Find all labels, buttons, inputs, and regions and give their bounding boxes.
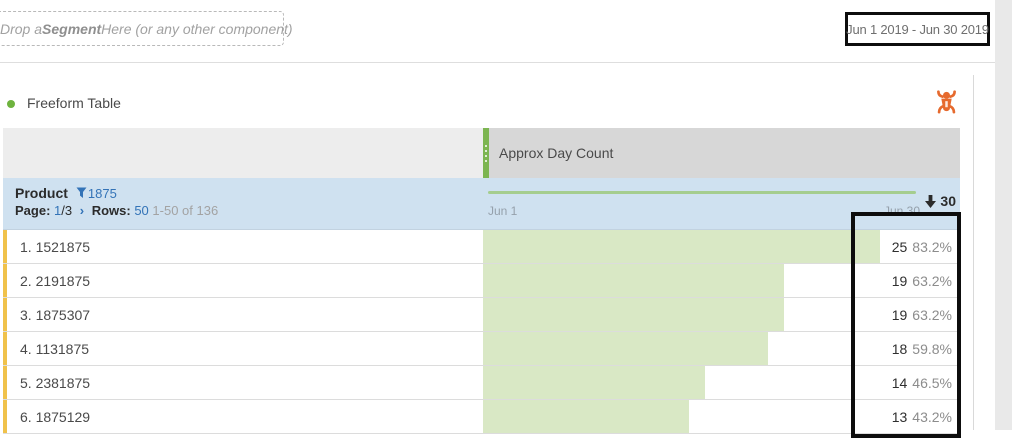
- freeform-table: Approx Day Count Product 1875 Page: 1/3 ›…: [3, 128, 960, 434]
- metric-cell[interactable]: 19 63.2%: [483, 298, 960, 331]
- date-range-picker[interactable]: Jun 1 2019 - Jun 30 2019: [846, 21, 989, 37]
- table-row: 5. 2381875 14 46.5%: [3, 366, 960, 400]
- page-total: /3: [61, 203, 73, 218]
- dimension-name[interactable]: Product: [15, 185, 68, 201]
- metric-header-label: Approx Day Count: [499, 145, 614, 161]
- axis-label-start: Jun 1: [488, 204, 518, 218]
- metric-count: 19: [891, 272, 908, 289]
- metric-bar: [483, 332, 769, 365]
- metric-bar: [483, 298, 785, 331]
- metric-cell[interactable]: 18 59.8%: [483, 332, 960, 365]
- dimension-cell[interactable]: 6. 1875129: [3, 400, 483, 433]
- row-label: 6. 1875129: [20, 408, 91, 425]
- sort-control[interactable]: 30: [925, 193, 956, 209]
- dimension-header-band: Product 1875 Page: 1/3 › Rows: 50 1-50 of…: [3, 178, 960, 230]
- page-current[interactable]: 1: [54, 203, 62, 218]
- rows-label: Rows:: [91, 203, 131, 218]
- arrow-down-icon: [925, 194, 937, 208]
- next-page-chevron-icon[interactable]: ›: [79, 203, 85, 218]
- page-background-strip: [995, 0, 1012, 430]
- table-row: 3. 1875307 19 63.2%: [3, 298, 960, 332]
- metric-percent: 59.8%: [912, 340, 952, 357]
- metric-cell[interactable]: 14 46.5%: [483, 366, 960, 399]
- metric-cell[interactable]: 19 63.2%: [483, 264, 960, 297]
- trend-sparkline: [488, 191, 916, 194]
- sort-value: 30: [940, 193, 956, 209]
- table-row: 1. 1521875 25 83.2%: [3, 230, 960, 264]
- freeform-table-panel: Freeform Table Approx Day Count: [0, 75, 974, 434]
- metric-bar: [483, 230, 880, 263]
- metric-percent: 43.2%: [912, 408, 952, 425]
- row-range: 1-50 of 136: [152, 203, 219, 218]
- row-label: 4. 1131875: [20, 340, 90, 357]
- metric-bar: [483, 400, 690, 433]
- panel-title: Freeform Table: [27, 95, 121, 111]
- column-drag-handle-icon[interactable]: [483, 128, 489, 178]
- header-divider: [0, 62, 995, 63]
- annotation-date-range-box: Jun 1 2019 - Jun 30 2019: [845, 12, 990, 46]
- viz-status-dot-icon: [7, 100, 15, 108]
- metric-bar: [483, 264, 785, 297]
- dropzone-text-component: Segment: [42, 20, 102, 37]
- metric-bar: [483, 366, 705, 399]
- dimension-cell[interactable]: 2. 2191875: [3, 264, 483, 297]
- table-header-row: Approx Day Count: [3, 128, 960, 178]
- segment-dropzone[interactable]: Drop a Segment Here (or any other compon…: [0, 11, 293, 46]
- dimension-cell[interactable]: 1. 1521875: [3, 230, 483, 263]
- row-label: 5. 2381875: [20, 374, 91, 391]
- page-label: Page:: [15, 203, 51, 218]
- metric-percent: 63.2%: [912, 306, 952, 323]
- row-label: 1. 1521875: [20, 238, 91, 255]
- dropzone-text-suffix: Here (or any other component): [101, 20, 293, 37]
- table-row: 4. 1131875 18 59.8%: [3, 332, 960, 366]
- row-label: 3. 1875307: [20, 306, 91, 323]
- funnel-icon: [76, 187, 87, 198]
- rows-value[interactable]: 50: [134, 203, 149, 218]
- dimension-cell[interactable]: 4. 1131875: [3, 332, 483, 365]
- metric-count: 14: [891, 374, 908, 391]
- metric-count: 18: [891, 340, 908, 357]
- metric-count: 25: [891, 238, 908, 255]
- table-row: 6. 1875129 13 43.2%: [3, 400, 960, 434]
- column-header-approx-day-count[interactable]: Approx Day Count: [489, 128, 960, 178]
- metric-count: 19: [891, 306, 908, 323]
- metric-percent: 83.2%: [912, 238, 952, 255]
- metric-percent: 63.2%: [912, 272, 952, 289]
- dimension-header: Product 1875 Page: 1/3 › Rows: 50 1-50 of…: [15, 185, 218, 219]
- table-row: 2. 2191875 19 63.2%: [3, 264, 960, 298]
- table-corner-cell[interactable]: [3, 128, 483, 178]
- filter-count[interactable]: 1875: [87, 186, 117, 201]
- dropzone-text-prefix: Drop a: [0, 20, 43, 37]
- metric-cell[interactable]: 13 43.2%: [483, 400, 960, 433]
- row-label: 2. 2191875: [20, 272, 91, 289]
- axis-label-end: Jun 30: [883, 204, 920, 218]
- metric-count: 13: [891, 408, 908, 425]
- dimension-cell[interactable]: 3. 1875307: [3, 298, 483, 331]
- metric-percent: 46.5%: [912, 374, 952, 391]
- bug-icon[interactable]: [933, 89, 960, 116]
- metric-cell[interactable]: 25 83.2%: [483, 230, 960, 263]
- dimension-cell[interactable]: 5. 2381875: [3, 366, 483, 399]
